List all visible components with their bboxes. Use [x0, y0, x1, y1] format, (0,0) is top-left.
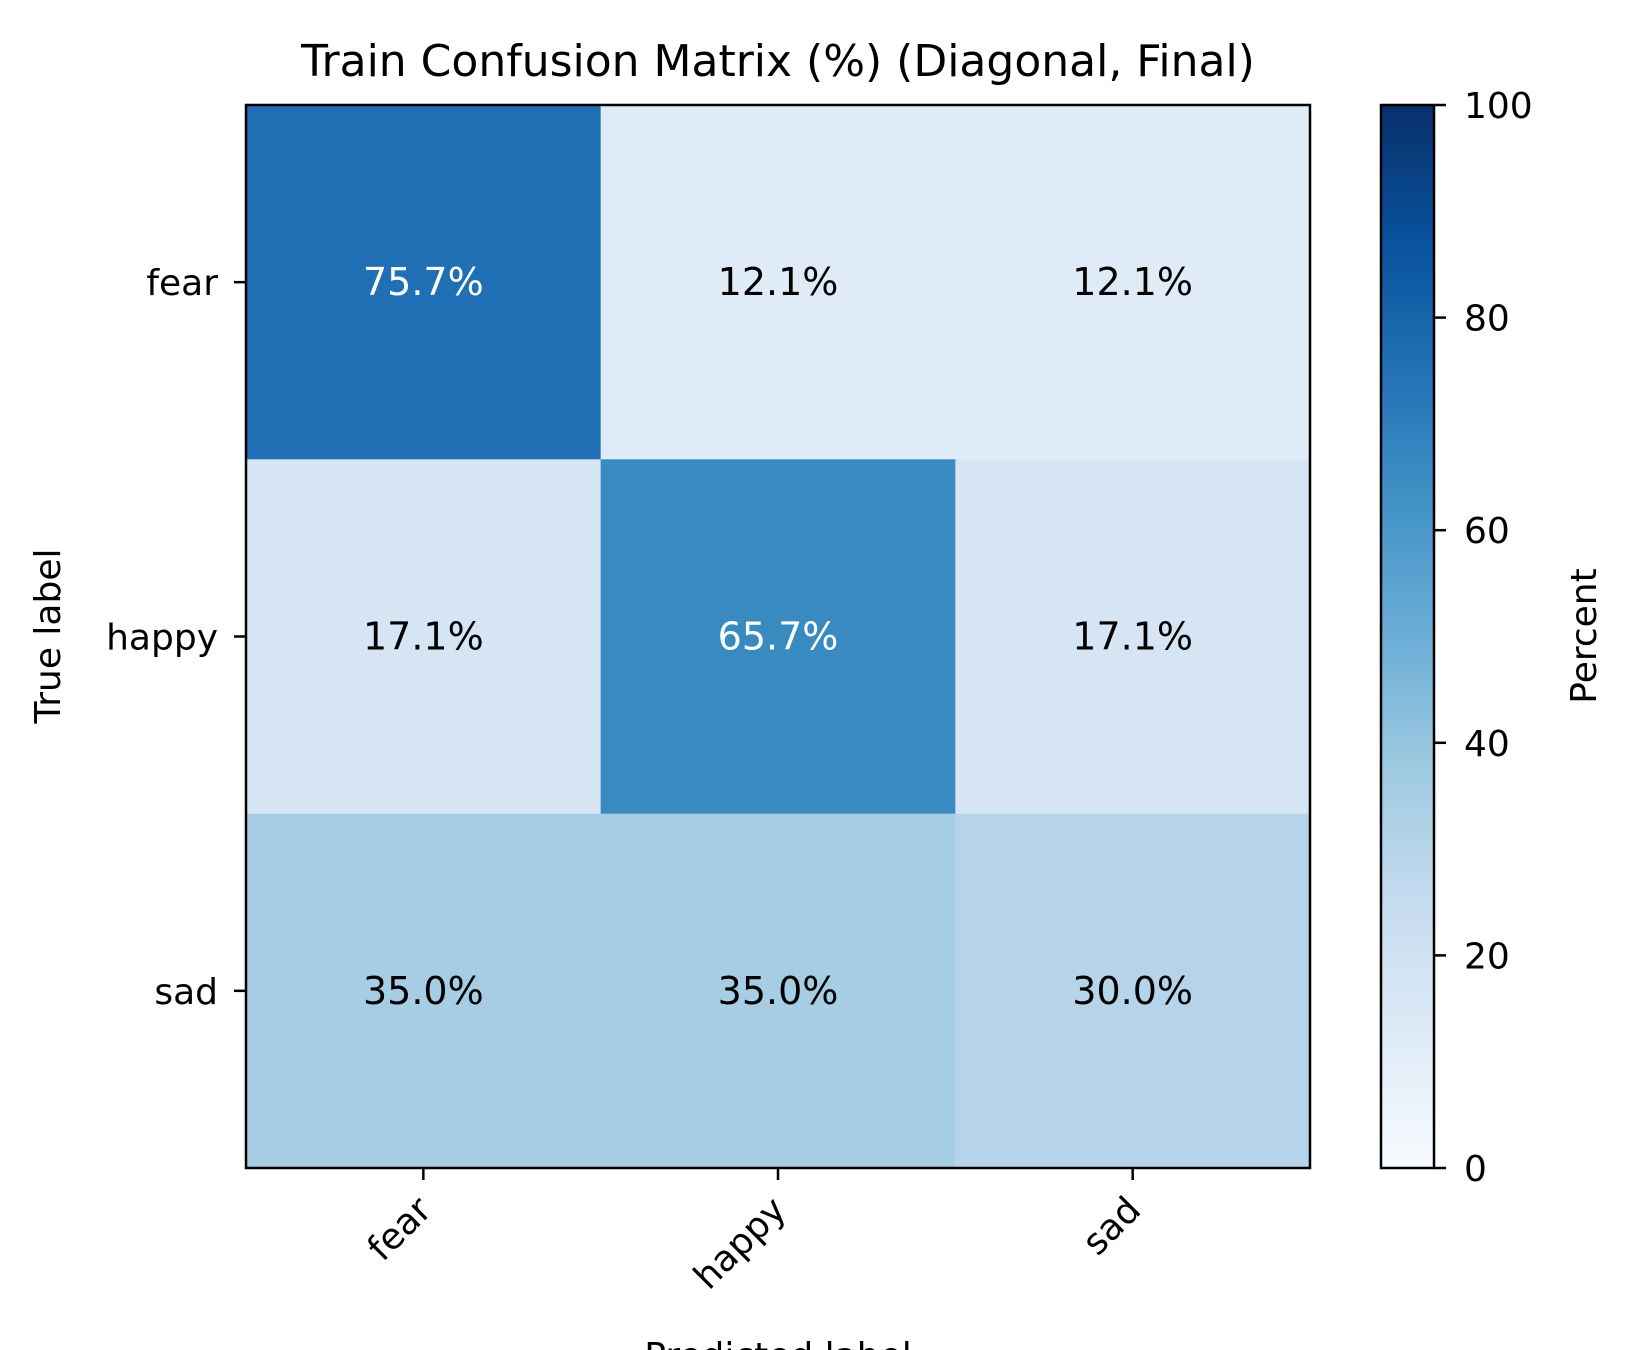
y-tick-label: happy: [106, 618, 218, 659]
heatmap-cell: [246, 459, 602, 815]
y-axis: fear happy sad: [106, 263, 246, 1013]
x-tick-label: fear: [360, 1189, 440, 1269]
colorbar: [1379, 103, 1436, 1170]
cell-value-label: 12.1%: [718, 260, 839, 304]
x-axis-label: Predicted label: [644, 1336, 912, 1350]
heatmap-cell: [600, 813, 956, 1169]
colorbar-tick-label: 80: [1464, 299, 1510, 340]
cell-value-label: 30.0%: [1072, 969, 1193, 1013]
cell-value-label: 17.1%: [363, 615, 484, 659]
cell-value-label: 12.1%: [1072, 260, 1193, 304]
heatmap-cell: [955, 105, 1311, 460]
heatmap-cell: [246, 813, 602, 1169]
heatmap-cell-labels: 75.7% 12.1% 12.1% 17.1% 65.7% 17.1% 35.0% 35.0%…: [363, 260, 1193, 1013]
x-tick-label: happy: [686, 1189, 794, 1297]
x-axis: fear happy sad: [360, 1168, 1149, 1297]
colorbar-tick-label: 0: [1464, 1149, 1487, 1190]
colorbar-ticks: 0 20 40 60 80 100: [1434, 86, 1533, 1190]
cell-value-label: 35.0%: [363, 969, 484, 1013]
heatmap-cell: [600, 459, 956, 815]
heatmap-cell: [955, 459, 1311, 815]
colorbar-tick-label: 100: [1464, 86, 1533, 127]
colorbar-tick-label: 40: [1464, 724, 1510, 765]
heatmap-cell: [600, 105, 956, 460]
cell-value-label: 17.1%: [1072, 615, 1193, 659]
colorbar-tick-label: 20: [1464, 936, 1510, 977]
heatmap-cell: [955, 813, 1311, 1169]
chart-title: Train Confusion Matrix (%) (Diagonal, Fi…: [300, 36, 1255, 87]
colorbar-label: Percent: [1564, 568, 1605, 703]
y-tick-label: fear: [146, 263, 218, 304]
cell-value-label: 35.0%: [718, 969, 839, 1013]
heatmap-cell: [246, 105, 602, 460]
cell-value-label: 75.7%: [363, 260, 484, 304]
y-tick-label: sad: [154, 972, 218, 1013]
colorbar-tick-label: 60: [1464, 511, 1510, 552]
heatmap-cells: [246, 105, 1311, 1169]
cell-value-label: 65.7%: [718, 615, 839, 659]
y-axis-label: True label: [28, 549, 69, 725]
x-tick-label: sad: [1075, 1189, 1149, 1263]
